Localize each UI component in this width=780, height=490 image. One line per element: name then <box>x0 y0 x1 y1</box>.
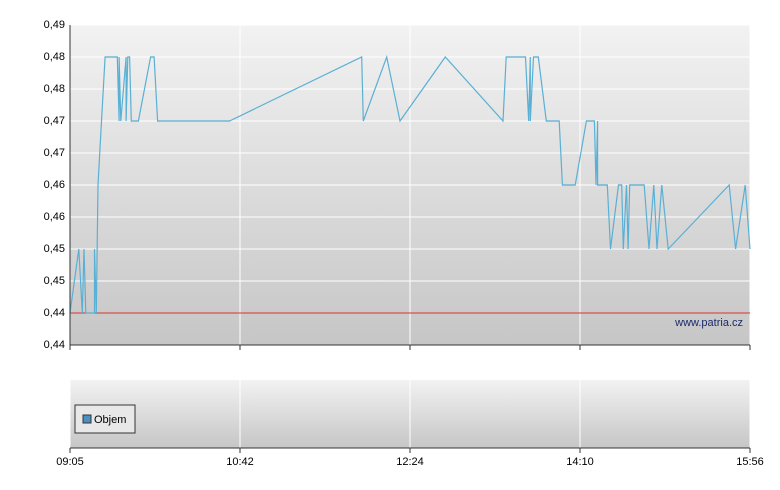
y-tick-label: 0,48 <box>44 51 65 63</box>
y-tick-label: 0,48 <box>44 83 65 95</box>
y-tick-label: 0,45 <box>44 275 65 287</box>
x-tick-label: 14:10 <box>566 456 594 468</box>
y-tick-label: 0,44 <box>44 339 65 351</box>
x-tick-label: 09:05 <box>56 456 84 468</box>
legend-swatch <box>82 414 92 424</box>
y-tick-label: 0,47 <box>44 115 65 127</box>
y-tick-label: 0,46 <box>44 211 65 223</box>
legend-label: Objem <box>94 414 126 426</box>
x-tick-label: 12:24 <box>396 456 424 468</box>
y-tick-label: 0,45 <box>44 243 65 255</box>
price-line <box>69 54 751 314</box>
x-tick-label: 10:42 <box>226 456 254 468</box>
y-tick-label: 0,49 <box>44 19 65 31</box>
y-tick-label: 0,46 <box>44 179 65 191</box>
y-tick-label: 0,44 <box>44 307 65 319</box>
y-tick-label: 0,47 <box>44 147 65 159</box>
x-tick-label: 15:56 <box>736 456 764 468</box>
watermark: www.patria.cz <box>674 317 743 329</box>
